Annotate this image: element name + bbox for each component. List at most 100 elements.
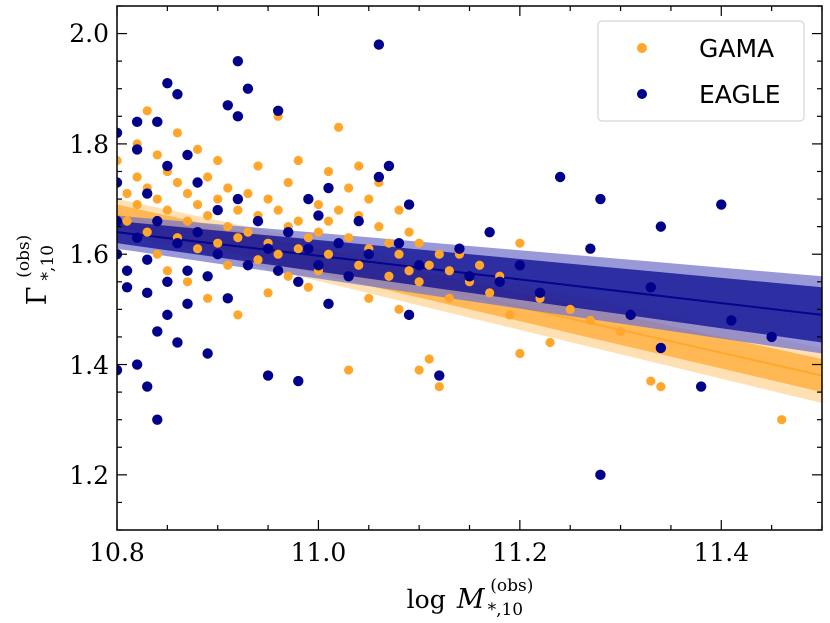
gama-point (203, 293, 213, 303)
eagle-point (343, 271, 354, 282)
eagle-point (716, 199, 727, 210)
gama-point (333, 122, 344, 132)
eagle-point (172, 337, 183, 348)
gama-point (414, 238, 424, 248)
gama-point (192, 144, 203, 155)
eagle-point (323, 182, 334, 194)
gama-point (515, 238, 525, 248)
gama-point (354, 161, 364, 171)
gama-point (213, 155, 223, 166)
eagle-point (403, 199, 415, 210)
gama-point (656, 381, 666, 392)
eagle-point (695, 381, 707, 392)
gama-point (132, 172, 142, 182)
gama-point (263, 194, 273, 204)
y-tick-label: 1.2 (69, 461, 109, 490)
gama-point (182, 216, 193, 226)
eagle-point (403, 309, 415, 321)
gama-point (404, 227, 414, 237)
eagle-point (131, 144, 143, 155)
gama-point (233, 233, 243, 243)
y-axis-label: Γ *,10 (obs) (14, 235, 58, 306)
gama-point (223, 222, 233, 232)
eagle-point (464, 271, 475, 282)
gama-point (323, 249, 334, 259)
gama-point (253, 255, 263, 265)
eagle-point (212, 204, 223, 216)
eagle-point (117, 215, 123, 227)
gama-point (293, 244, 303, 254)
gama-point (434, 381, 444, 392)
gama-point (374, 222, 384, 232)
eagle-point (242, 260, 254, 271)
gama-point (263, 288, 273, 298)
gama-point (122, 188, 132, 199)
eagle-point (162, 309, 173, 321)
gama-point (344, 183, 354, 193)
gama-point (203, 211, 213, 221)
gama-point (384, 238, 394, 248)
data-points (117, 39, 787, 481)
eagle-point (172, 237, 183, 249)
eagle-point (172, 89, 183, 100)
gama-point (474, 260, 485, 270)
eagle-point (142, 254, 153, 265)
y-tick-labels: 1.2 1.4 1.6 1.8 2.0 (69, 19, 109, 490)
eagle-point (202, 271, 213, 282)
legend-marker-eagle (637, 89, 647, 99)
eagle-point (293, 375, 304, 387)
gama-point (414, 277, 424, 287)
eagle-point (272, 265, 284, 276)
gama-point (323, 166, 334, 177)
y-tick-label: 2.0 (69, 19, 109, 48)
eagle-point (142, 287, 153, 299)
gama-point (565, 304, 575, 314)
legend: GAMA EAGLE (597, 20, 805, 122)
gama-point (172, 177, 183, 188)
gama-point (323, 216, 334, 226)
eagle-point (454, 243, 465, 254)
gama-point (182, 188, 193, 199)
gama-point (354, 260, 364, 270)
gama-point (152, 150, 162, 160)
eagle-point (595, 193, 606, 205)
eagle-point (293, 276, 304, 287)
gama-point (273, 249, 283, 259)
x-tick-label: 10.8 (89, 538, 145, 567)
gama-point (162, 205, 172, 215)
eagle-point (117, 127, 123, 139)
eagle-point (242, 83, 254, 94)
gama-point (223, 260, 233, 270)
gama-point (273, 205, 283, 215)
eagle-point (222, 293, 233, 304)
gama-point (384, 271, 394, 281)
eagle-point (131, 359, 143, 370)
gama-point (313, 199, 324, 210)
gama-point (283, 177, 293, 188)
gama-point (394, 249, 404, 259)
gama-point (545, 337, 555, 348)
gama-point (182, 277, 193, 287)
eagle-point (595, 469, 606, 481)
eagle-point (726, 315, 737, 326)
gama-point (485, 288, 495, 298)
eagle-point (484, 226, 495, 238)
eagle-point (655, 342, 667, 354)
y-tick-label: 1.8 (69, 130, 109, 159)
eagle-point (182, 265, 193, 276)
eagle-point (121, 265, 133, 276)
gama-point (777, 415, 787, 425)
eagle-point (373, 39, 385, 50)
gama-point (364, 194, 374, 204)
eagle-point (152, 215, 163, 227)
eagle-point (514, 260, 526, 271)
gama-point (615, 326, 626, 337)
legend-marker-gama (637, 43, 647, 53)
gama-point (333, 205, 344, 215)
eagle-point (393, 237, 405, 249)
eagle-point (142, 188, 153, 199)
gama-point (152, 249, 162, 259)
gama-point (117, 155, 122, 166)
eagle-point (413, 260, 425, 271)
